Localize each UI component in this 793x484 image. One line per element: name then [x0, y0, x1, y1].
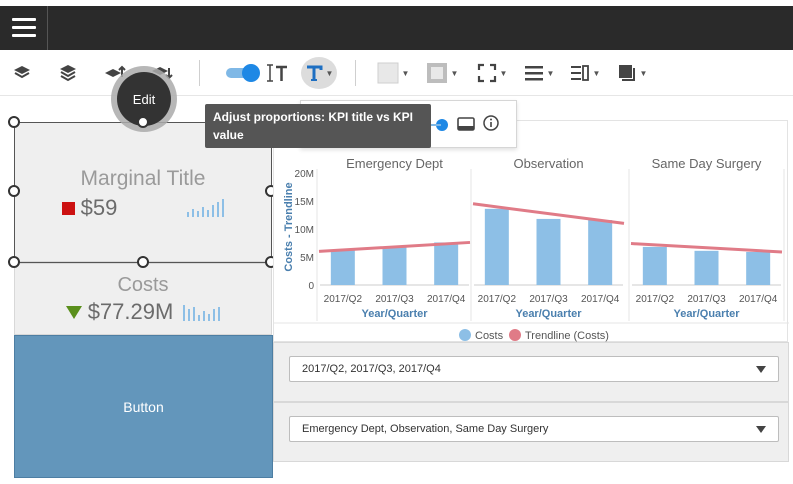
panel-title: Same Day Surgery [652, 156, 762, 171]
layers-icon[interactable] [10, 60, 34, 86]
card-layout-icon[interactable] [457, 116, 475, 137]
text-size-icon[interactable] [266, 60, 290, 86]
x-tick-label: 2017/Q3 [529, 294, 568, 305]
legend-marker [509, 329, 521, 341]
resize-handle-left[interactable] [8, 185, 20, 197]
text-format-icon[interactable]: ▼ [301, 57, 337, 89]
toggle-switch[interactable] [224, 60, 262, 86]
chevron-down-icon: ▼ [401, 68, 410, 78]
top-bar [0, 6, 793, 50]
layers-stack-icon[interactable] [56, 60, 80, 86]
kpi-value-row: $59 [15, 195, 271, 221]
button-tile[interactable]: Button [14, 335, 273, 478]
chevron-down-icon: ▼ [450, 68, 459, 78]
legend-label: Trendline (Costs) [525, 330, 609, 342]
bar [536, 218, 561, 285]
quarter-filter-select[interactable]: 2017/Q2, 2017/Q3, 2017/Q4 [289, 356, 779, 382]
status-indicator [61, 201, 75, 215]
sparkline [183, 303, 221, 321]
bring-forward-icon[interactable] [103, 60, 127, 86]
padding-icon[interactable]: ▼ [567, 60, 603, 86]
trendline [472, 202, 625, 225]
kpi-value: $77.29M [87, 299, 174, 324]
kpi-title: Costs [117, 274, 169, 296]
kpi-value-row: $77.29M [15, 299, 271, 325]
toolbar-divider [355, 60, 356, 86]
chevron-down-icon: ▼ [639, 68, 648, 78]
kpi-tile-selected[interactable]: Marginal Title $59 [14, 122, 272, 262]
tooltip: Adjust proportions: KPI title vs KPI val… [205, 104, 431, 148]
kpi-value: $59 [80, 195, 118, 220]
fill-color-icon[interactable]: ▼ [376, 60, 410, 86]
resize-handle-top-left[interactable] [8, 116, 20, 128]
x-tick-label: 2017/Q2 [324, 294, 363, 305]
x-tick-label: 2017/Q2 [636, 294, 675, 305]
department-filter-value: Emergency Dept, Observation, Same Day Su… [302, 423, 549, 435]
resize-handle-top[interactable] [137, 116, 149, 128]
bar [382, 246, 407, 285]
shadow-icon[interactable]: ▼ [614, 60, 650, 86]
kpi-tile[interactable]: Costs $77.29M [14, 263, 272, 335]
toolbar-divider [199, 60, 200, 86]
x-tick-label: 2017/Q2 [478, 294, 517, 305]
bar [484, 208, 509, 285]
filter-panel-department: Emergency Dept, Observation, Same Day Su… [273, 402, 789, 462]
y-tick-label: 15M [295, 197, 314, 208]
bar-chart: D Costs - Trendline 20M15M10M5M0Emergenc… [274, 130, 789, 342]
y-axis-label: Costs - Trendline [283, 182, 295, 271]
x-tick-label: 2017/Q3 [687, 294, 726, 305]
slider-icon[interactable] [436, 119, 448, 131]
kpi-title: Marginal Title [80, 167, 206, 190]
chevron-down-icon: ▼ [592, 68, 601, 78]
trendline [318, 240, 471, 253]
trendline [630, 242, 783, 254]
legend-marker [459, 329, 471, 341]
x-axis-label: Year/Quarter [361, 308, 428, 320]
x-tick-label: 2017/Q4 [427, 294, 466, 305]
chart-panel: D Costs - Trendline 20M15M10M5M0Emergenc… [273, 120, 789, 342]
y-tick-label: 0 [308, 281, 314, 292]
x-tick-label: 2017/Q4 [739, 294, 778, 305]
fullscreen-icon[interactable]: ▼ [474, 60, 510, 86]
bar [330, 249, 355, 285]
y-tick-label: 5M [300, 253, 314, 264]
legend-label: Costs [475, 330, 504, 342]
chevron-down-icon [756, 426, 766, 433]
department-filter-select[interactable]: Emergency Dept, Observation, Same Day Su… [289, 416, 779, 442]
edit-button[interactable]: Edit [117, 72, 171, 126]
sparkline [187, 199, 225, 217]
alignment-icon[interactable]: ▼ [521, 60, 557, 86]
y-tick-label: 10M [295, 225, 314, 236]
x-tick-label: 2017/Q4 [581, 294, 620, 305]
chevron-down-icon: ▼ [325, 68, 334, 78]
y-tick-label: 20M [295, 169, 314, 180]
x-axis-label: Year/Quarter [515, 308, 582, 320]
panel-title: Emergency Dept [346, 156, 443, 171]
info-icon[interactable] [482, 114, 500, 137]
bar [588, 220, 613, 285]
slider-track[interactable] [431, 124, 441, 126]
filter-panel-quarter: 2017/Q2, 2017/Q3, 2017/Q4 [273, 342, 789, 402]
quarter-filter-value: 2017/Q2, 2017/Q3, 2017/Q4 [302, 363, 441, 375]
chevron-down-icon: ▼ [499, 68, 508, 78]
x-tick-label: 2017/Q3 [375, 294, 414, 305]
bar [642, 246, 667, 285]
resize-handle-bottom[interactable] [137, 256, 149, 268]
border-color-icon[interactable]: ▼ [424, 60, 460, 86]
chevron-down-icon [756, 366, 766, 373]
resize-handle-bottom-left[interactable] [8, 256, 20, 268]
bar [746, 251, 771, 285]
panel-title: Observation [513, 156, 583, 171]
triangle-down-icon [65, 305, 82, 319]
hamburger-icon[interactable] [0, 6, 48, 50]
bar [434, 242, 459, 285]
bar [694, 250, 719, 285]
x-axis-label: Year/Quarter [673, 308, 740, 320]
chevron-down-icon: ▼ [546, 68, 555, 78]
